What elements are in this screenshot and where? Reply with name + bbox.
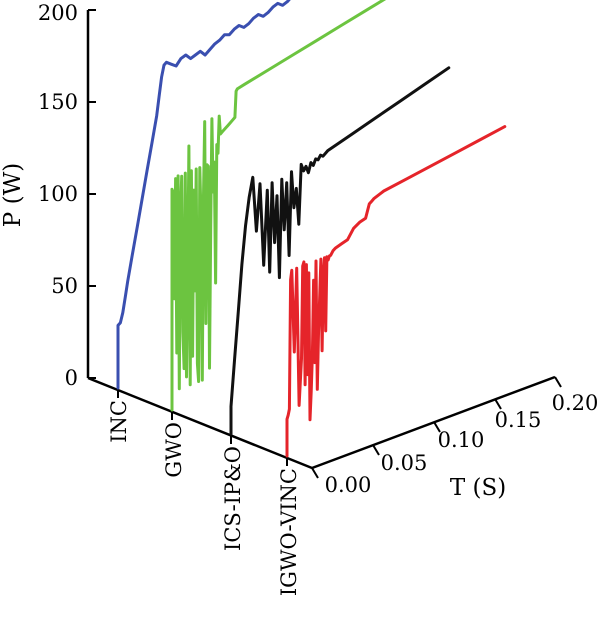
p-tick-label: 200 (38, 1, 78, 25)
p-tick-label: 150 (38, 90, 78, 114)
time-tick-label: 0.00 (325, 473, 372, 497)
time-axis-label: T (S) (450, 475, 506, 501)
p-axis-label: P (W) (0, 163, 26, 227)
p-tick-label: 50 (51, 274, 78, 298)
series-line-inc (116, 0, 291, 390)
p-tick-label: 0 (65, 366, 78, 390)
time-tick-label: 0.15 (495, 408, 542, 432)
time-tick-mark (311, 467, 319, 479)
series-line-ics-ipo (229, 66, 451, 436)
time-tick-mark (494, 398, 502, 410)
p-axis-ticks: 0 50 100 150 200 (38, 1, 96, 390)
p-tick-label: 100 (38, 182, 78, 206)
time-tick-mark (372, 444, 380, 456)
series-layer (116, 0, 507, 458)
time-tick-label: 0.05 (381, 451, 428, 475)
series-line-igwo-vinc (285, 125, 507, 458)
category-label-inc: INC (107, 400, 131, 443)
series-line-gwo (170, 0, 387, 412)
category-label-gwo: GWO (162, 422, 186, 478)
time-axis-ticks: 0.00 0.05 0.10 0.15 0.20 (311, 376, 599, 497)
time-tick-mark (433, 421, 441, 433)
category-label-ics-ipo: ICS-IP&O (221, 446, 245, 551)
time-tick-label: 0.20 (552, 391, 599, 415)
category-label-igwo-vinc: IGWO-VINC (277, 468, 301, 596)
time-tick-mark (554, 376, 562, 388)
time-tick-label: 0.10 (438, 428, 485, 452)
category-axis-line (87, 376, 313, 470)
